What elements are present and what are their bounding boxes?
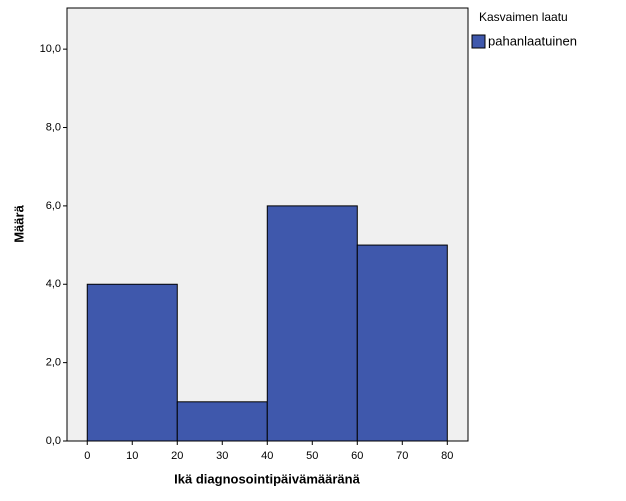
x-tick-label: 80 xyxy=(441,450,453,462)
y-tick-label: 10,0 xyxy=(40,43,61,55)
x-tick-label: 60 xyxy=(351,450,363,462)
x-axis-label: Ikä diagnosointipäivämääränä xyxy=(174,471,360,486)
x-tick-label: 0 xyxy=(84,450,90,462)
x-tick-label: 30 xyxy=(216,450,228,462)
y-axis-label: Määrä xyxy=(11,204,26,242)
bar xyxy=(266,205,358,442)
bar xyxy=(86,283,178,442)
x-tick-label: 50 xyxy=(306,450,318,462)
y-tick-label: 4,0 xyxy=(46,278,61,290)
x-tick-label: 20 xyxy=(171,450,183,462)
x-tick-label: 10 xyxy=(126,450,138,462)
bar xyxy=(356,244,448,442)
legend-label: pahanlaatuinen xyxy=(488,33,577,48)
bar xyxy=(176,401,268,442)
legend-title: Kasvaimen laatu xyxy=(479,10,568,24)
x-tick-label: 70 xyxy=(396,450,408,462)
x-tick-label: 40 xyxy=(261,450,273,462)
y-tick-label: 0,0 xyxy=(46,435,61,447)
legend-swatch xyxy=(471,34,486,49)
y-tick-label: 2,0 xyxy=(46,357,61,369)
y-tick-label: 6,0 xyxy=(46,200,61,212)
y-tick-label: 8,0 xyxy=(46,121,61,133)
